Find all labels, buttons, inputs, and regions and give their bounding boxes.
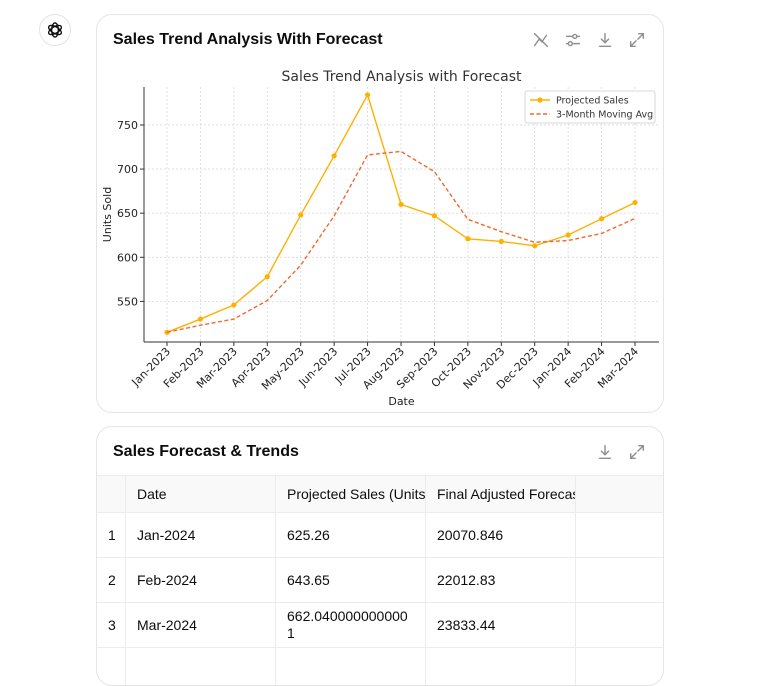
table-expand-button[interactable] <box>627 442 647 462</box>
data-point <box>498 238 504 245</box>
projected-sales-cell: 662.0400000000001 <box>276 603 426 647</box>
y-tick-label: 600 <box>117 251 138 264</box>
row-index: 2 <box>97 558 126 602</box>
table-row[interactable]: 3 Mar-2024 662.0400000000001 23833.44 <box>97 603 663 648</box>
data-point <box>331 153 337 159</box>
chart-title: Sales Trend Analysis with Forecast <box>281 69 522 85</box>
legend-label: 3-Month Moving Avg <box>556 110 653 121</box>
chart-toolbar <box>531 30 647 50</box>
data-point <box>264 274 270 280</box>
chart-download-button[interactable] <box>595 30 615 50</box>
empty-cell <box>576 558 663 602</box>
chart-settings-button[interactable] <box>563 30 583 50</box>
empty-cell <box>576 513 663 557</box>
table-row[interactable] <box>97 648 663 685</box>
data-point <box>465 236 471 242</box>
chart-card-title: Sales Trend Analysis With Forecast <box>113 31 383 48</box>
row-index: 3 <box>97 603 126 647</box>
y-tick-label: 700 <box>117 163 138 176</box>
date-cell: Jan-2024 <box>126 513 276 557</box>
date-cell: Mar-2024 <box>126 603 276 647</box>
data-point <box>431 213 438 219</box>
table-card: Sales Forecast & Trends Date Projected S… <box>96 426 664 686</box>
date-cell: Feb-2024 <box>126 558 276 602</box>
y-tick-label: 750 <box>117 119 138 132</box>
chart-card: Sales Trend Analysis With Forecast <box>96 14 664 413</box>
table-card-header: Sales Forecast & Trends <box>97 427 663 477</box>
data-point <box>364 92 371 98</box>
projected-sales-cell: 625.26 <box>276 513 426 557</box>
data-point <box>398 201 404 207</box>
column-header-extra[interactable] <box>576 476 663 512</box>
data-point <box>565 232 571 238</box>
chart-card-header: Sales Trend Analysis With Forecast <box>97 15 663 65</box>
hide-chart-button[interactable] <box>531 30 551 50</box>
column-header-final-adjusted-forecast[interactable]: Final Adjusted Forecast <box>426 476 576 512</box>
sales-trend-chart: 550600650700750Jan-2023Feb-2023Mar-2023A… <box>101 69 659 408</box>
table-header-row: Date Projected Sales (Units) Final Adjus… <box>97 475 663 513</box>
legend-label: Projected Sales <box>556 96 629 107</box>
x-axis-label: Date <box>388 395 415 408</box>
data-point <box>231 302 237 308</box>
sales-forecast-table: Date Projected Sales (Units) Final Adjus… <box>97 475 663 685</box>
column-header-date[interactable]: Date <box>126 476 276 512</box>
table-row[interactable]: 2 Feb-2024 643.65 22012.83 <box>97 558 663 603</box>
projected-sales-cell <box>276 648 426 685</box>
final-adjusted-forecast-cell: 23833.44 <box>426 603 576 647</box>
data-point <box>532 243 538 249</box>
openai-logo-icon <box>47 22 63 38</box>
legend-swatch-marker <box>537 97 543 103</box>
final-adjusted-forecast-cell: 22012.83 <box>426 558 576 602</box>
projected-sales-cell: 643.65 <box>276 558 426 602</box>
expand-icon <box>629 32 645 48</box>
column-header-index[interactable] <box>97 476 126 512</box>
settings-sliders-icon <box>565 33 581 47</box>
final-adjusted-forecast-cell: 20070.846 <box>426 513 576 557</box>
column-header-projected-sales[interactable]: Projected Sales (Units) <box>276 476 426 512</box>
final-adjusted-forecast-cell <box>426 648 576 685</box>
assistant-avatar <box>39 14 71 46</box>
download-icon <box>598 32 612 48</box>
data-point <box>197 316 204 322</box>
y-tick-label: 550 <box>117 295 138 308</box>
table-row[interactable]: 1 Jan-2024 625.26 20070.846 <box>97 513 663 558</box>
data-point <box>632 199 638 206</box>
empty-cell <box>576 648 663 685</box>
data-point <box>598 216 605 222</box>
table-download-button[interactable] <box>595 442 615 462</box>
y-axis-label: Units Sold <box>101 187 114 242</box>
chart-expand-button[interactable] <box>627 30 647 50</box>
series-line-moving-avg <box>166 150 636 333</box>
legend-box <box>524 90 656 124</box>
row-index: 1 <box>97 513 126 557</box>
table-card-title: Sales Forecast & Trends <box>113 443 299 460</box>
row-index <box>97 648 126 685</box>
empty-cell <box>576 603 663 647</box>
table-toolbar <box>595 442 647 462</box>
download-icon <box>598 444 612 460</box>
hide-chart-icon <box>533 32 549 48</box>
data-point <box>298 212 304 218</box>
date-cell <box>126 648 276 685</box>
expand-icon <box>629 444 645 460</box>
y-tick-label: 650 <box>117 207 138 220</box>
